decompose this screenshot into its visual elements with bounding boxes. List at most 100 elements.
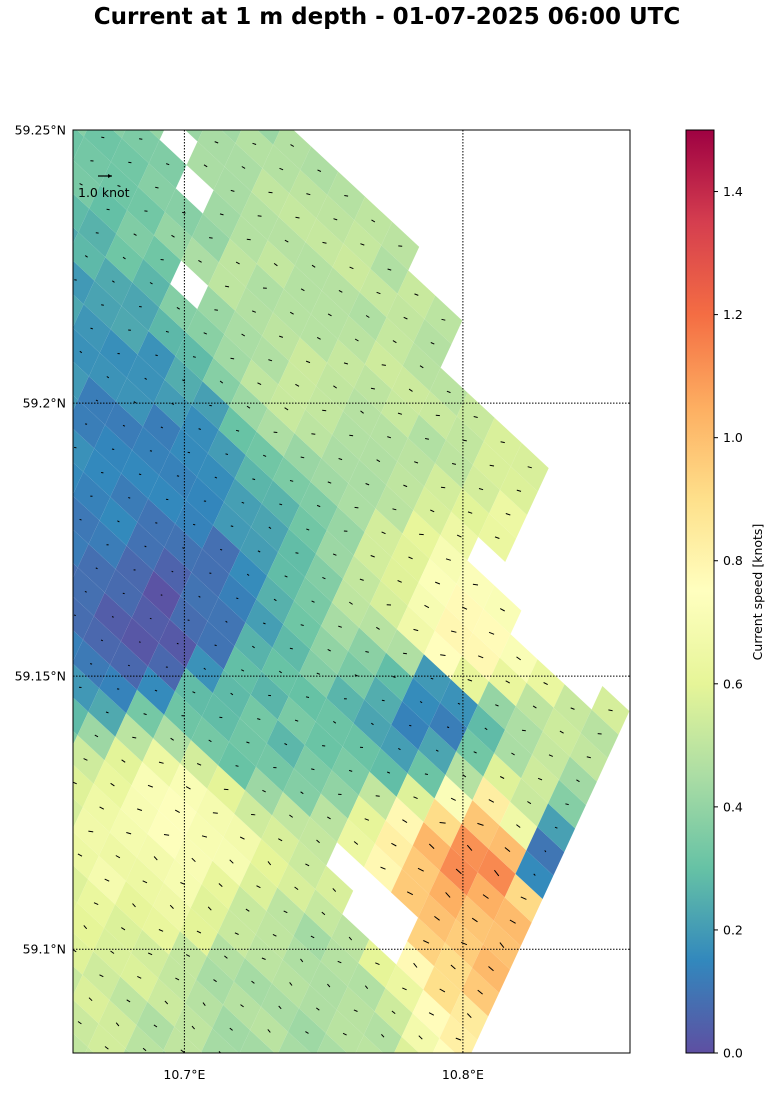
current-arrow: [408, 388, 413, 392]
current-arrow: [516, 824, 521, 828]
current-arrow: [171, 234, 175, 238]
current-arrow: [150, 115, 153, 117]
current-arrow: [360, 1082, 363, 1085]
current-arrow: [111, 616, 114, 618]
current-arrow: [349, 434, 354, 437]
grid-cell: [73, 798, 83, 829]
current-arrow: [79, 518, 82, 521]
current-arrow: [473, 416, 478, 418]
current-arrow: [435, 581, 441, 585]
current-arrow: [311, 264, 316, 268]
current-arrow: [133, 233, 137, 236]
current-arrow: [533, 873, 536, 876]
current-arrow: [337, 960, 342, 964]
colorbar-tick-label: 1.0: [723, 430, 743, 445]
grid-cell: [144, 68, 182, 117]
current-arrow: [24, 971, 27, 974]
current-arrow: [376, 626, 380, 630]
current-arrow: [520, 896, 527, 900]
current-arrow: [403, 316, 408, 320]
current-arrow: [418, 1035, 423, 1040]
y-tick-label: 59.2°N: [23, 396, 66, 411]
current-arrow: [316, 672, 321, 675]
current-arrow: [402, 987, 407, 991]
current-arrow: [24, 804, 28, 806]
current-arrow: [445, 892, 451, 898]
current-arrow: [494, 869, 500, 877]
current-arrow: [419, 701, 423, 704]
current-arrow: [241, 333, 246, 337]
current-arrow: [283, 910, 288, 914]
grid-cell: [125, 1025, 164, 1053]
current-arrow: [257, 550, 261, 553]
current-arrow: [338, 458, 343, 461]
grid-cell: [24, 326, 62, 375]
current-arrow: [214, 644, 217, 647]
grid-cell: [7, 613, 45, 662]
current-arrow: [419, 365, 424, 369]
current-arrow: [300, 456, 305, 459]
current-arrow: [106, 376, 110, 379]
current-arrow: [29, 1044, 33, 1046]
current-arrow: [424, 604, 430, 609]
current-arrow: [499, 942, 505, 949]
current-arrow: [226, 118, 229, 120]
current-arrow: [142, 1047, 147, 1052]
current-arrow: [360, 243, 365, 246]
current-arrow: [273, 598, 277, 602]
current-arrow: [342, 1032, 347, 1036]
grid-cell: [73, 399, 105, 449]
grid-cell: [221, 130, 242, 144]
current-arrow: [191, 857, 196, 863]
current-arrow: [74, 111, 77, 113]
grid-cell: [394, 1036, 420, 1053]
current-arrow: [300, 958, 304, 963]
current-arrow: [58, 231, 61, 232]
chart-title: Current at 1 m depth - 01-07-2025 06:00 …: [93, 4, 681, 30]
current-arrow: [158, 929, 164, 932]
current-arrow: [69, 208, 72, 209]
current-arrow: [19, 899, 22, 902]
current-arrow: [505, 513, 511, 516]
grid-cell: [73, 630, 83, 662]
current-arrow: [41, 686, 44, 687]
grid-cell: [13, 517, 51, 566]
current-arrow: [488, 966, 494, 972]
grid-cell: [104, 1072, 142, 1093]
current-arrow: [218, 883, 223, 887]
grid-cell: [29, 566, 67, 615]
current-arrow: [327, 983, 331, 988]
current-arrow: [137, 808, 143, 811]
grid-cell: [66, 1071, 104, 1093]
current-arrow: [115, 855, 121, 859]
grid-cell: [121, 130, 160, 164]
current-arrow: [316, 504, 321, 508]
current-arrow: [192, 691, 196, 694]
current-arrow: [509, 919, 516, 924]
current-arrow: [77, 853, 83, 857]
grid-cell: [162, 1050, 167, 1053]
current-arrow: [338, 625, 342, 628]
current-arrow: [154, 689, 158, 692]
colorbar-label: Current speed [knots]: [750, 524, 765, 661]
current-arrow: [457, 702, 461, 705]
current-arrow: [29, 876, 33, 878]
current-arrow: [398, 747, 401, 751]
grid-cell: [185, 130, 203, 142]
grid-cell: [73, 462, 84, 495]
current-arrow: [376, 459, 381, 463]
colorbar-tick-label: 0.2: [723, 922, 743, 937]
current-arrow: [19, 732, 22, 733]
current-arrow: [348, 936, 353, 941]
grid-cell: [363, 1011, 402, 1053]
grid-cell: [73, 294, 84, 328]
current-arrow: [294, 719, 299, 722]
current-arrow: [413, 796, 418, 800]
current-arrow: [199, 93, 203, 94]
grid-cell: [73, 260, 95, 305]
grid-cell: [218, 1077, 256, 1093]
grid-cell: [273, 130, 312, 170]
grid-cell: [73, 327, 100, 377]
current-arrow: [42, 518, 44, 519]
grid-cell: [288, 1008, 326, 1053]
